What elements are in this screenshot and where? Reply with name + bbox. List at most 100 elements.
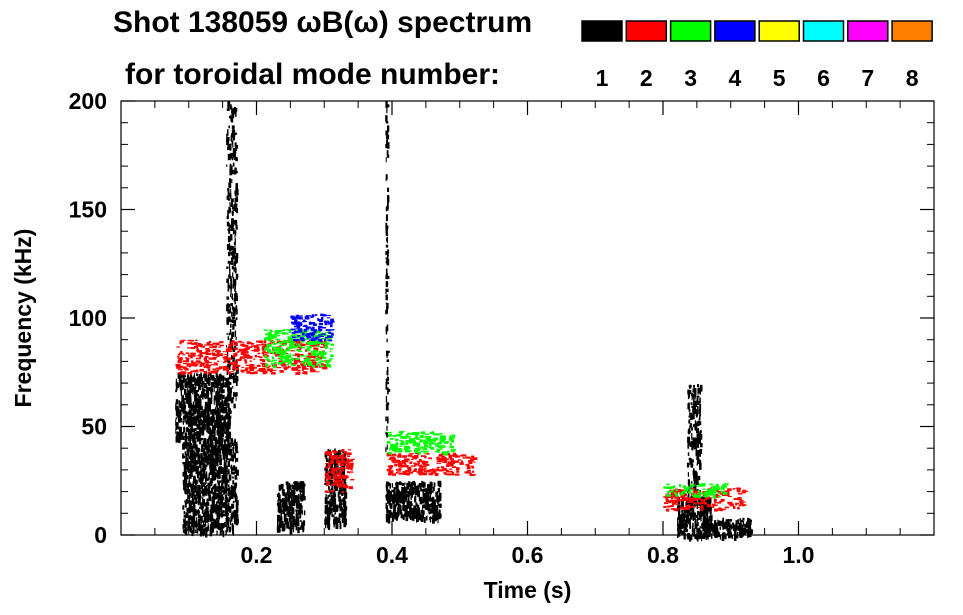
spectrum-pixel [229,388,232,392]
spectrum-pixel [673,501,677,505]
spectrum-pixel [222,432,225,438]
spectrum-pixel [224,377,228,381]
spectrum-pixel [225,474,228,481]
spectrum-pixel [387,482,390,486]
spectrum-pixel [303,487,305,491]
spectrum-pixel [328,489,330,493]
spectrum-pixel [227,140,230,144]
spectrum-pixel [231,340,235,343]
spectrum-pixel [297,366,302,369]
spectrum-pixel [337,505,339,511]
spectrum-pixel [422,510,425,515]
spectrum-pixel [339,474,345,476]
spectrum-pixel [329,509,332,515]
spectrum-pixel [386,106,388,114]
spectrum-pixel [183,405,187,409]
spectrum-pixel [232,447,234,452]
spectrum-pixel [739,518,742,522]
spectrum-pixel [449,463,454,467]
spectrum-pixel [194,409,197,415]
spectrum-pixel [226,370,228,375]
spectrum-pixel [297,509,299,516]
spectrum-pixel [690,505,696,508]
spectrum-pixel [226,472,228,475]
spectrum-pixel [332,467,336,470]
spectrum-pixel [279,354,283,357]
spectrum-pixel [315,371,320,373]
spectrum-pixel [386,350,389,356]
spectrum-pixel [209,518,212,522]
spectrum-pixel [194,395,197,401]
spectrum-pixel [257,352,261,355]
spectrum-pixel [235,187,237,191]
mode-1-blob [276,481,306,535]
spectrum-pixel [289,344,293,347]
spectrum-pixel [447,473,451,476]
spectrum-pixel [342,476,346,483]
spectrum-pixel [199,385,202,391]
spectrum-pixel [194,463,196,469]
spectrum-pixel [438,481,442,485]
spectrum-pixel [341,514,344,518]
spectrum-pixel [182,401,184,406]
spectrum-pixel [215,384,217,388]
spectrum-pixel [419,435,424,439]
spectrum-pixel [327,513,331,521]
spectrum-pixel [228,413,231,418]
spectrum-pixel [727,521,731,528]
spectrum-pixel [306,359,310,361]
spectrum-pixel [232,375,235,382]
spectrum-pixel [203,523,207,527]
spectrum-pixel [324,467,328,471]
spectrum-pixel [176,431,179,438]
spectrum-pixel [228,468,230,472]
spectrum-pixel [689,522,691,529]
spectrum-pixel [408,481,411,486]
spectrum-pixel [240,352,243,355]
spectrum-pixel [339,500,342,503]
spectrum-pixel [182,505,185,510]
spectrum-pixel [324,478,327,482]
spectrum-pixel [217,456,220,462]
spectrum-pixel [346,455,351,457]
spectrum-pixel [233,509,237,517]
spectrum-pixel [422,494,425,500]
mode-1-blob [385,480,442,524]
spectrum-pixel [286,491,289,495]
spectrum-pixel [223,469,225,476]
spectrum-pixel [428,473,433,476]
spectrum-pixel [289,528,293,532]
spectrum-pixel [197,385,199,392]
spectrum-pixel [199,529,202,537]
spectrum-pixel [386,440,391,444]
spectrum-pixel [226,379,228,387]
spectrum-pixel [277,492,280,500]
spectrum-pixel [722,517,725,520]
spectrum-pixel [686,506,691,509]
spectrum-pixel [207,395,209,401]
spectrum-pixel [188,468,190,473]
spectrum-pixel [720,498,725,502]
spectrum-pixel [216,380,218,385]
spectrum-pixel [331,510,333,517]
spectrum-pixel [230,294,232,297]
spectrum-pixel [204,344,209,346]
spectrum-pixel [698,409,701,414]
spectrum-pixel [193,479,196,483]
spectrum-pixel [687,389,690,395]
spectrum-pixel [436,462,442,464]
spectrum-pixel [232,526,234,533]
spectrum-pixel [736,525,740,529]
spectrum-pixel [237,350,240,353]
spectrum-pixel [192,443,196,449]
spectrum-pixel [308,340,314,344]
spectrum-pixel [343,469,345,474]
spectrum-pixel [333,517,336,523]
spectrum-pixel [727,488,732,491]
spectrum-pixel [696,501,698,507]
spectrum-pixel [337,464,340,466]
spectrum-pixel [343,452,347,456]
spectrum-pixel [216,430,219,434]
spectrum-pixel [185,467,187,474]
spectrum-pixel [392,461,397,464]
